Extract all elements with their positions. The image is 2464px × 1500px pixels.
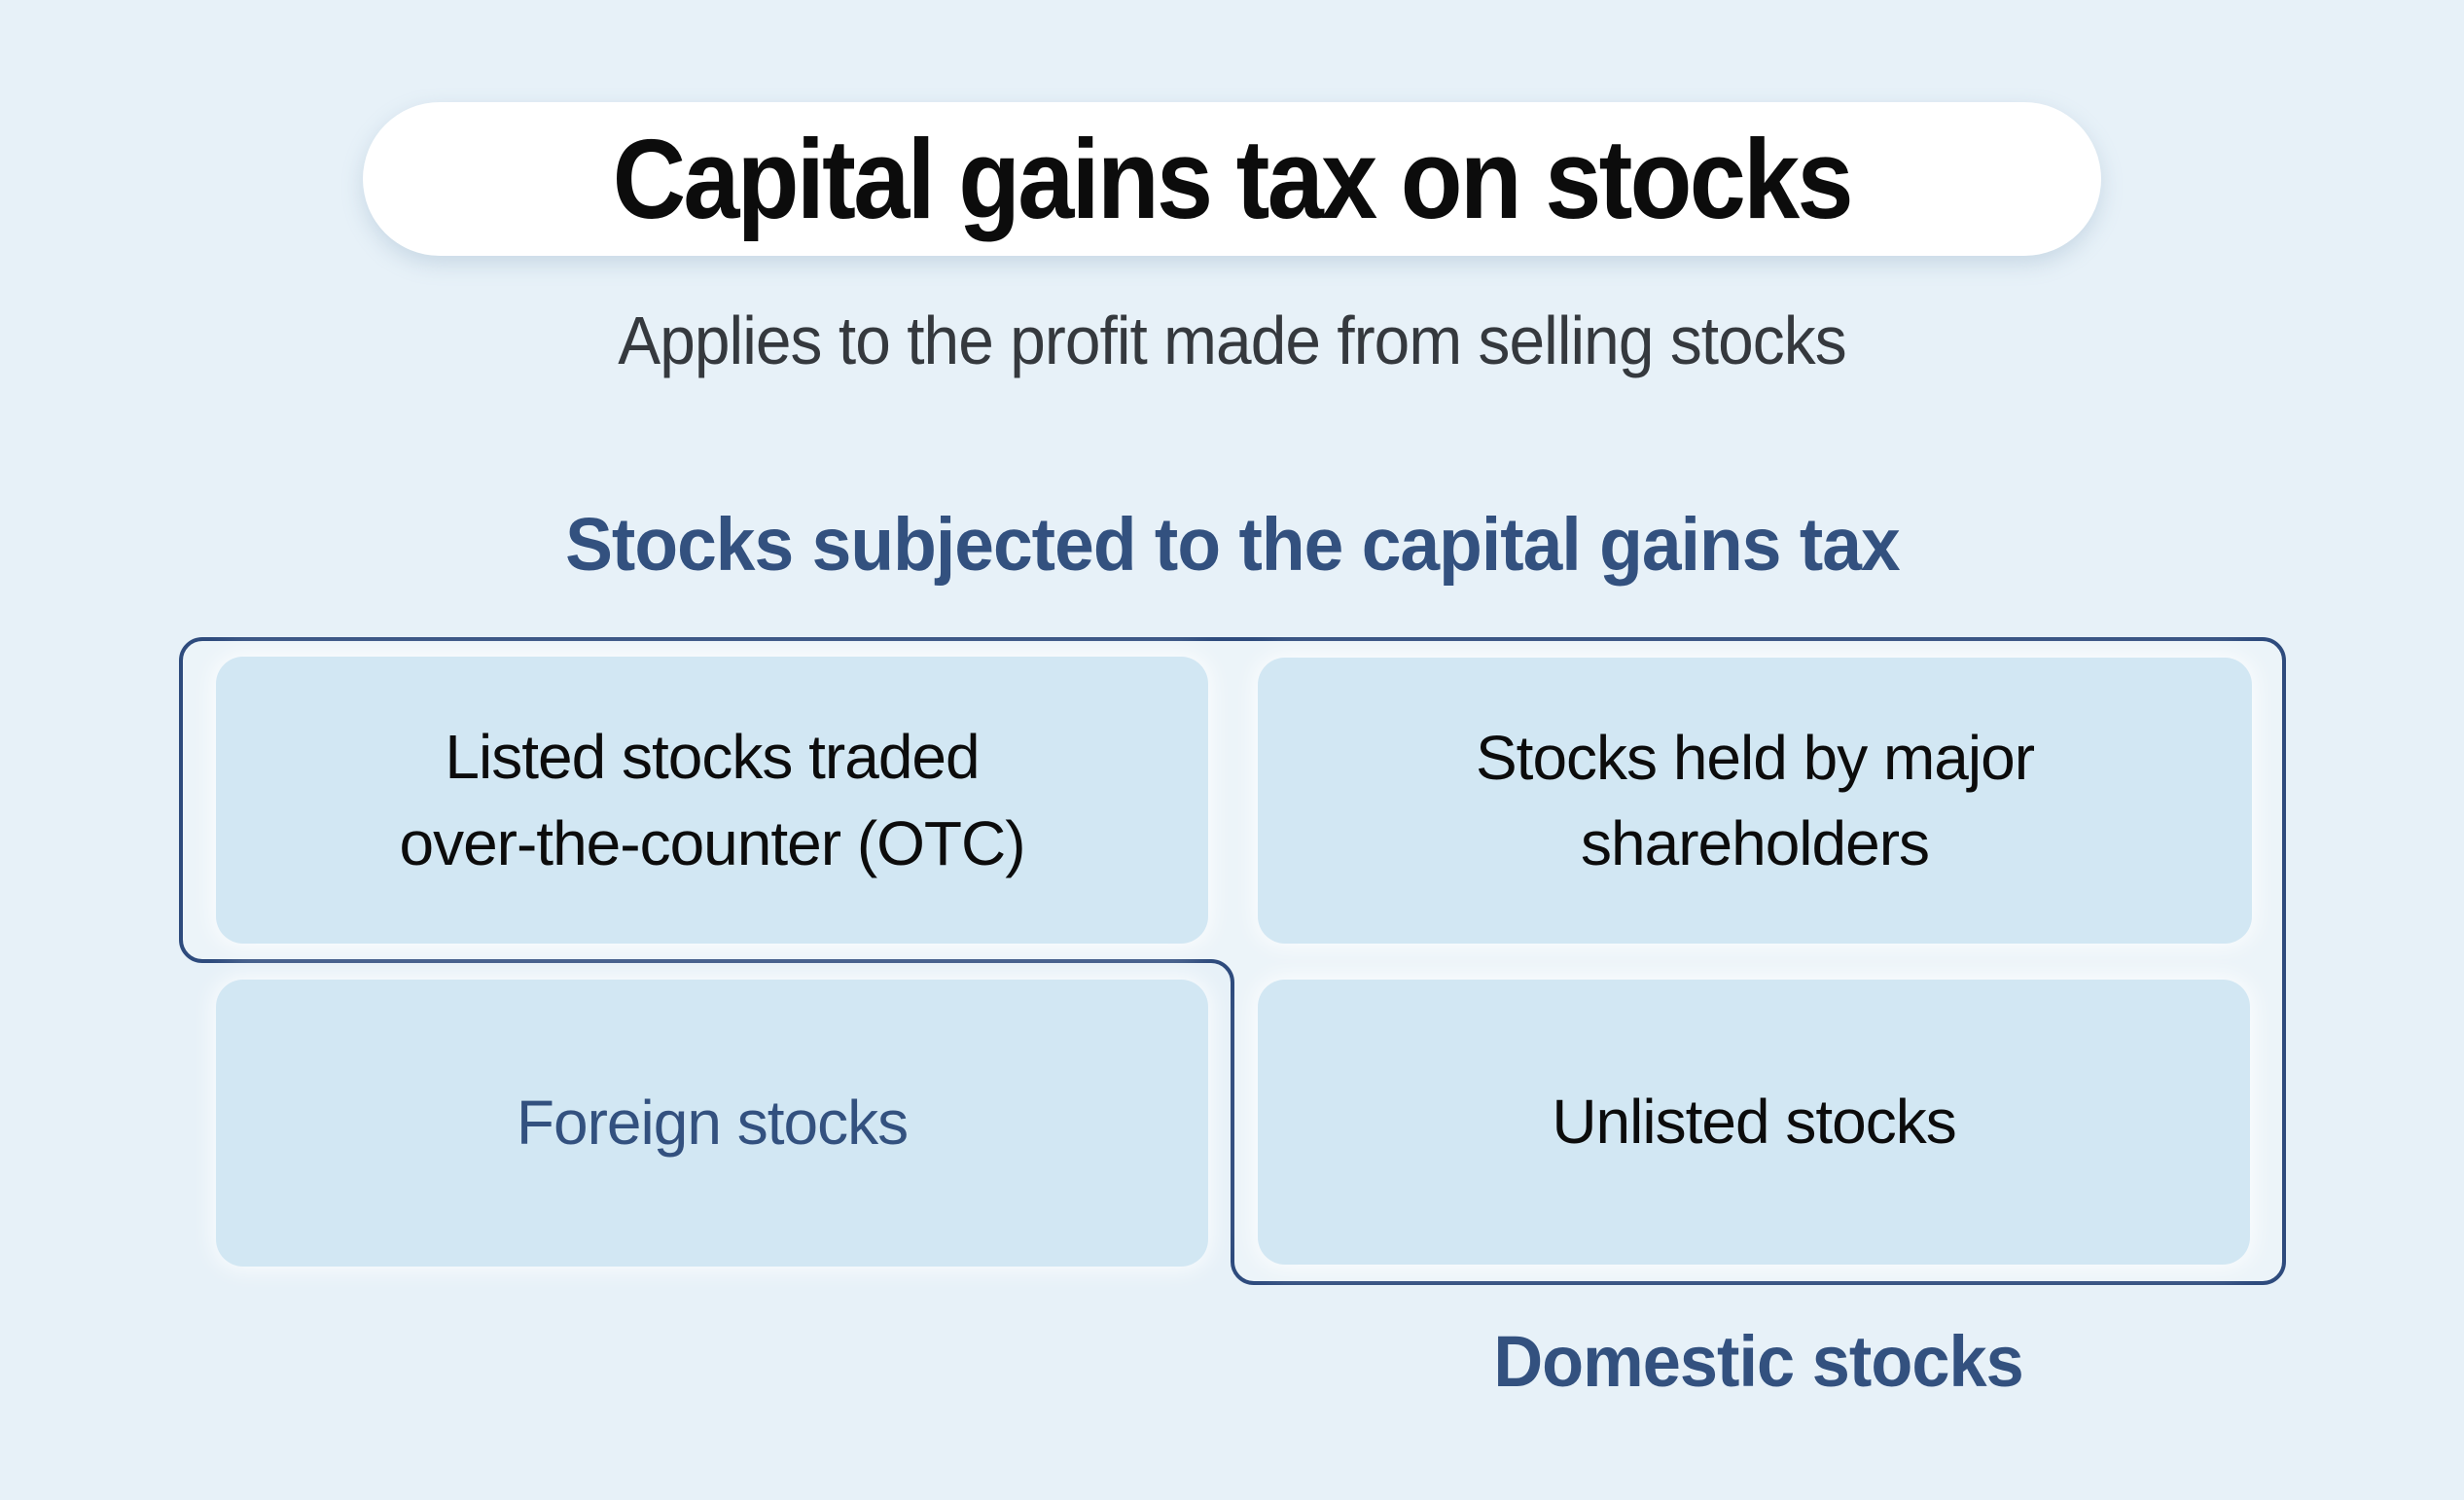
subtitle-row: Applies to the profit made from selling … [0, 292, 2464, 389]
box-major-shareholders-line-2: shareholders [1581, 808, 1930, 878]
box-major-shareholders: Stocks held by major shareholders [1258, 658, 2252, 944]
title-pill: Capital gains tax on stocks [363, 102, 2101, 256]
domestic-stocks-label: Domestic stocks [1493, 1320, 2023, 1402]
section-heading: Stocks subjected to the capital gains ta… [564, 502, 1901, 587]
page-title: Capital gains tax on stocks [612, 116, 1854, 242]
box-listed-otc-line-2: over-the-counter (OTC) [399, 807, 1025, 878]
box-foreign-stocks: Foreign stocks [216, 980, 1208, 1267]
box-unlisted-stocks-label: Unlisted stocks [1552, 1087, 1956, 1158]
subtitle-text: Applies to the profit made from selling … [618, 303, 1846, 378]
box-unlisted-stocks: Unlisted stocks [1258, 980, 2250, 1265]
box-listed-otc-stocks: Listed stocks traded over-the-counter (O… [216, 657, 1208, 944]
box-foreign-stocks-label: Foreign stocks [516, 1088, 909, 1159]
section-heading-row: Stocks subjected to the capital gains ta… [0, 501, 2464, 589]
domestic-stocks-label-row: Domestic stocks [1232, 1315, 2284, 1407]
box-listed-otc-line-1: Listed stocks traded [445, 722, 980, 793]
box-major-shareholders-line-1: Stocks held by major [1475, 722, 2035, 793]
